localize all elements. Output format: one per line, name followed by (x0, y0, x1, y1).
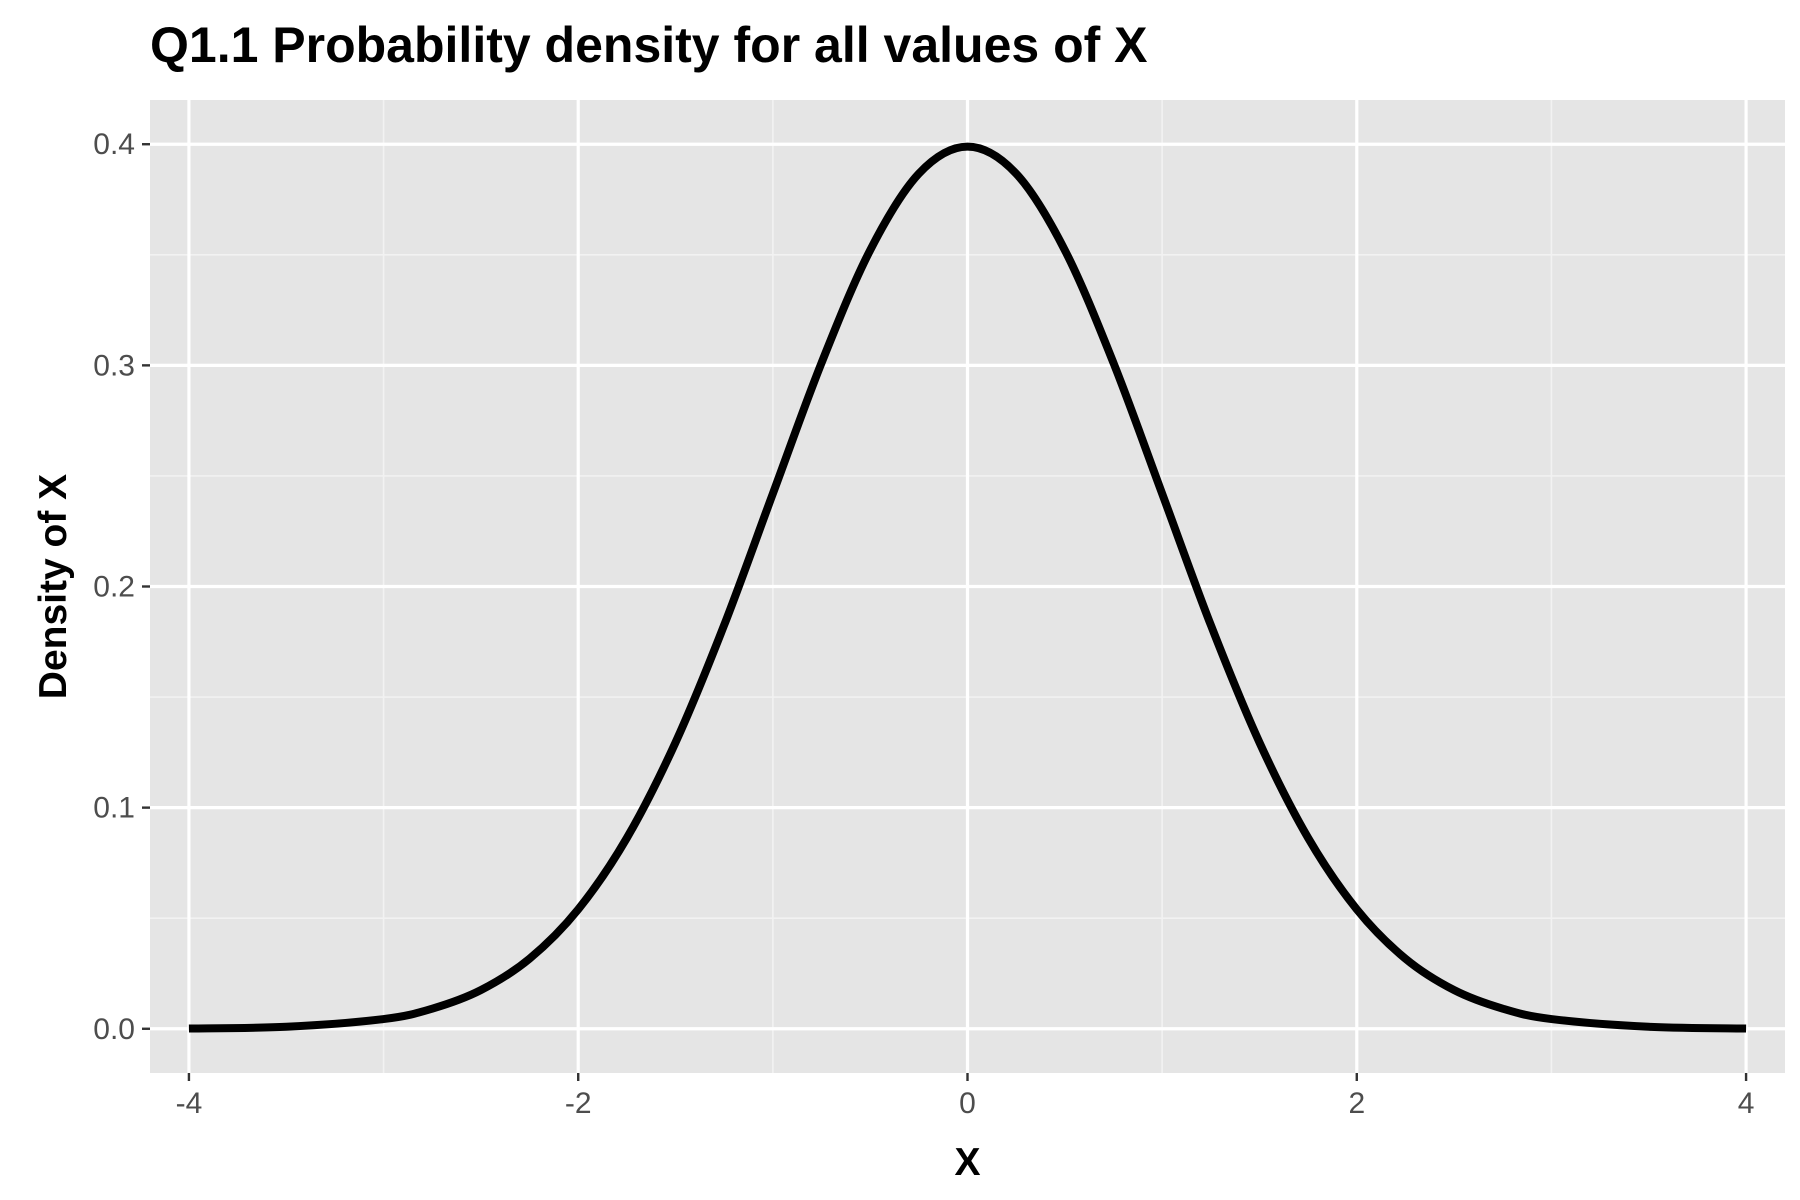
y-tick-label: 0.4 (93, 128, 135, 161)
x-tick-label: 4 (1738, 1087, 1755, 1120)
y-tick-label: 0.0 (93, 1013, 135, 1046)
chart-title: Q1.1 Probability density for all values … (150, 17, 1148, 73)
y-tick-label: 0.3 (93, 349, 135, 382)
x-axis-title: X (954, 1141, 980, 1184)
y-axis-ticks: 0.0 0.1 0.2 0.3 0.4 (93, 128, 150, 1046)
x-tick-label: 0 (959, 1087, 976, 1120)
x-tick-label: -4 (176, 1087, 203, 1120)
density-curve (188, 142, 1747, 1033)
x-tick-label: 2 (1348, 1087, 1365, 1120)
x-tick-label: -2 (565, 1087, 592, 1120)
y-axis-title: Density of X (32, 474, 75, 699)
y-tick-label: 0.2 (93, 571, 135, 604)
y-tick-label: 0.1 (93, 792, 135, 825)
x-axis-ticks: -4 -2 0 2 4 (176, 1073, 1755, 1120)
